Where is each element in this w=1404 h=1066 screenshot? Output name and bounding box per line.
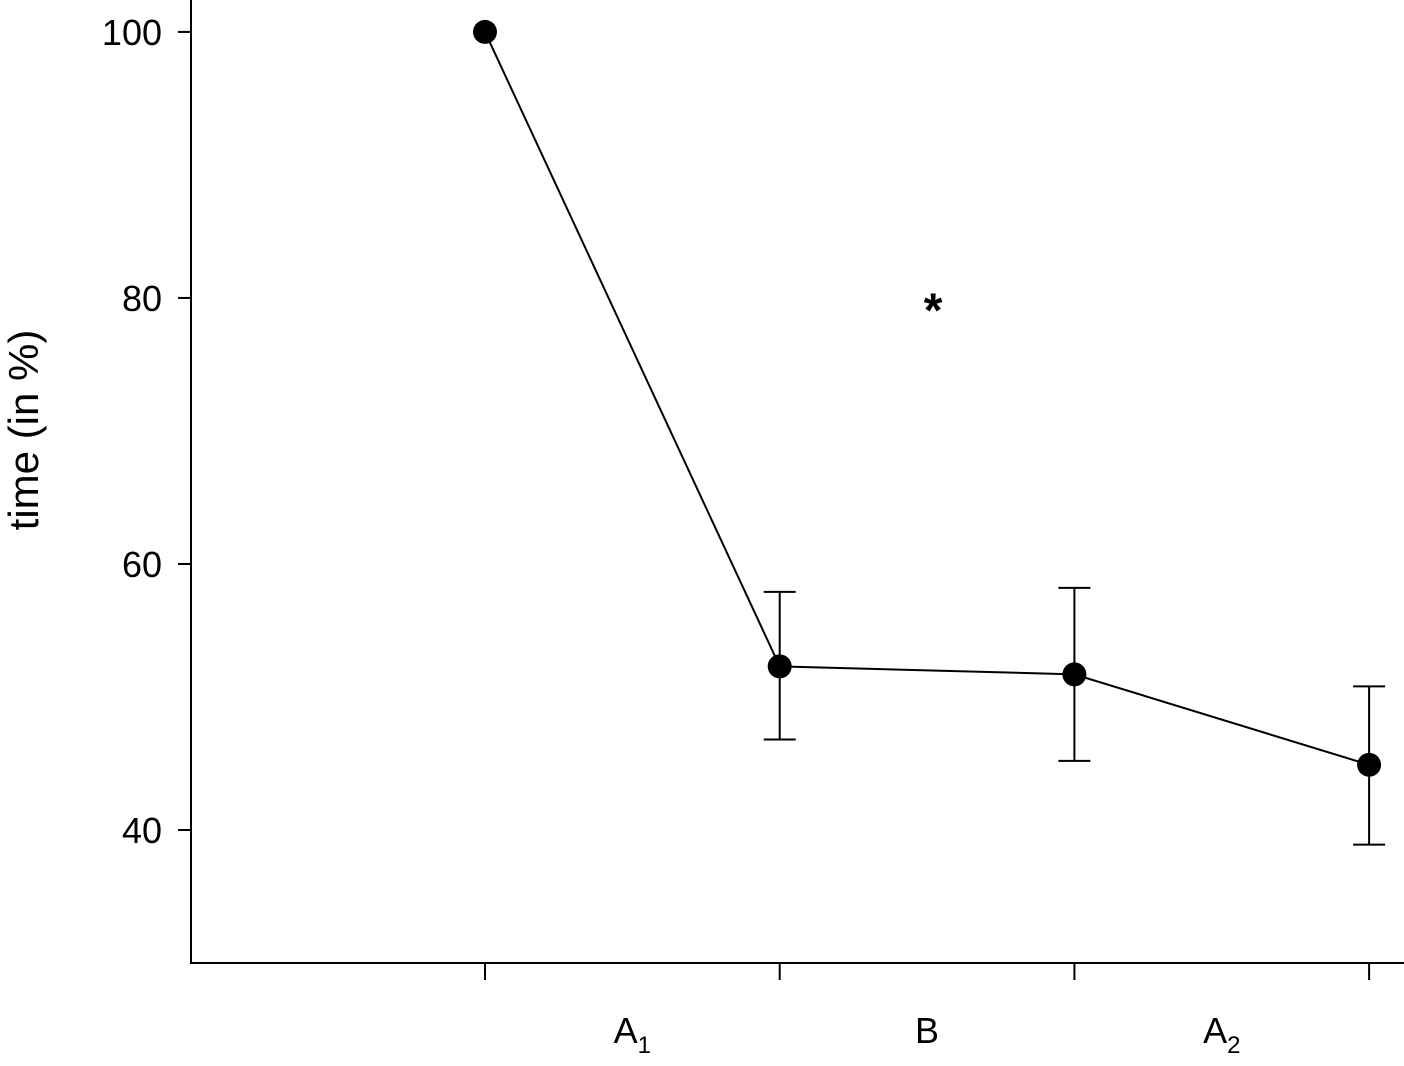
x-category-labels: A1 B A2	[614, 1010, 1241, 1059]
data-point-0	[473, 19, 497, 44]
y-axis-label: time (in %)	[0, 330, 47, 531]
y-ticks: 40 60 80 100	[102, 12, 191, 851]
data-point-3	[1357, 752, 1382, 777]
significance-annotations: **	[924, 285, 943, 338]
series-lines	[484, 31, 1370, 766]
x-category-label-2: A2	[1203, 1010, 1240, 1059]
y-tick-label-100: 100	[102, 12, 162, 53]
series-line-0	[484, 31, 1370, 766]
x-ticks	[484, 963, 1371, 980]
y-tick-label-60: 60	[122, 544, 162, 585]
y-tick-label-40: 40	[122, 810, 162, 851]
error-bars	[763, 586, 1386, 846]
y-tick-label-80: 80	[122, 278, 162, 319]
x-category-label-0: A1	[614, 1010, 651, 1059]
x-category-label-1: B	[915, 1010, 939, 1051]
data-points	[473, 19, 1382, 777]
data-point-1	[767, 654, 792, 679]
data-point-2	[1062, 662, 1087, 687]
significance-asterisk-0: *	[924, 285, 943, 338]
